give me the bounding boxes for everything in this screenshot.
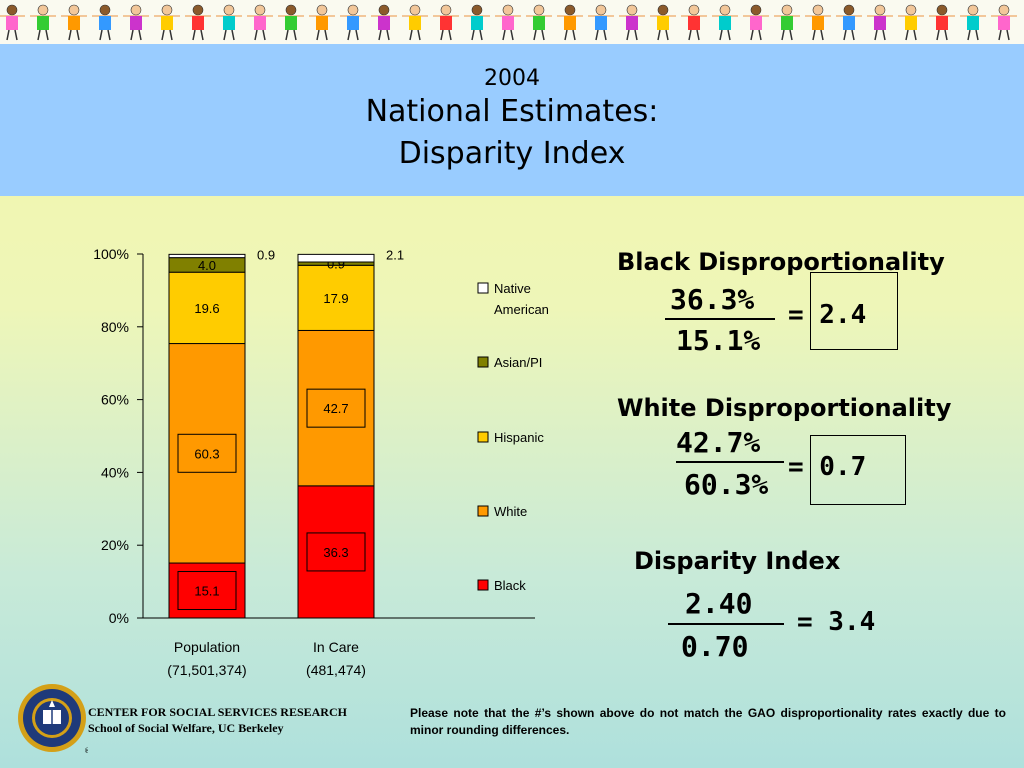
black-disp-numerator: 36.3% bbox=[670, 283, 755, 316]
data-label-box-black bbox=[177, 571, 237, 611]
data-label-white: 42.7 bbox=[323, 401, 348, 416]
category-label: In Care bbox=[313, 639, 359, 655]
white-disp-title: White Disproportionality bbox=[617, 394, 952, 422]
legend-label-black: Black bbox=[494, 578, 526, 593]
title-main: National Estimates: bbox=[365, 94, 659, 129]
org-school: School of Social Welfare, UC Berkeley bbox=[88, 721, 284, 735]
disparity-index-denominator: 0.70 bbox=[681, 630, 749, 663]
data-label-hispanic: 17.9 bbox=[323, 291, 348, 306]
y-tick-label: 40% bbox=[101, 464, 129, 480]
title-year: 2004 bbox=[484, 66, 540, 91]
white-disp-result-box bbox=[810, 435, 906, 505]
bar-segment-hispanic bbox=[297, 264, 375, 331]
white-disp-numerator: 42.7% bbox=[676, 426, 761, 459]
legend-label-native-american: Native bbox=[494, 281, 531, 296]
data-label-box-white bbox=[306, 388, 366, 428]
legend-swatch-black bbox=[477, 579, 489, 591]
children-banner bbox=[0, 0, 1024, 44]
disparity-index-result: = 3.4 bbox=[797, 607, 876, 637]
y-tick-label: 80% bbox=[101, 319, 129, 335]
data-label-native-american: 2.1 bbox=[386, 247, 404, 262]
y-tick-label: 100% bbox=[93, 246, 129, 262]
legend-label-asian-pi: Asian/PI bbox=[494, 355, 542, 370]
black-disp-result-box bbox=[810, 272, 898, 350]
y-tick-label: 60% bbox=[101, 392, 129, 408]
black-disp-result: = 2.4 bbox=[788, 300, 867, 330]
data-label-hispanic: 19.6 bbox=[194, 301, 219, 316]
org-name: CENTER FOR SOCIAL SERVICES RESEARCH bbox=[88, 705, 347, 719]
disparity-index-title: Disparity Index bbox=[634, 547, 841, 575]
bar-segment-native-american bbox=[297, 253, 375, 263]
category-sublabel: (71,501,374) bbox=[167, 662, 246, 678]
title-sub: Disparity Index bbox=[398, 136, 626, 171]
white-disp-fraction-bar bbox=[676, 461, 784, 463]
legend-label-hispanic: Hispanic bbox=[494, 430, 544, 445]
category-sublabel: (481,474) bbox=[306, 662, 366, 678]
white-disp-denominator: 60.3% bbox=[684, 468, 769, 501]
data-label-box-black bbox=[306, 532, 366, 572]
data-label-black: 36.3 bbox=[323, 545, 348, 560]
black-disp-title: Black Disproportionality bbox=[617, 248, 945, 276]
data-label-white: 60.3 bbox=[194, 446, 219, 461]
data-label-box-white bbox=[177, 433, 237, 473]
disparity-index-fraction-bar bbox=[668, 623, 784, 625]
disparity-index-numerator: 2.40 bbox=[685, 587, 753, 620]
bar-segment-black bbox=[297, 485, 375, 619]
legend-swatch-native-american bbox=[477, 282, 489, 294]
black-disp-denominator: 15.1% bbox=[676, 324, 761, 357]
data-label-native-american: 0.9 bbox=[257, 247, 275, 262]
svg-text:®: ® bbox=[84, 747, 88, 754]
y-tick-label: 20% bbox=[101, 537, 129, 553]
bar-segment-native-american bbox=[168, 253, 246, 259]
category-label: Population bbox=[174, 639, 240, 655]
legend-label-native-american: American bbox=[494, 302, 549, 317]
uc-seal-logo: ® bbox=[18, 684, 88, 754]
data-label-black: 15.1 bbox=[194, 584, 219, 599]
rounding-note: Please note that the #’s shown above do … bbox=[410, 706, 1006, 737]
legend-swatch-asian-pi bbox=[477, 356, 489, 368]
title-band: 2004 National Estimates: Disparity Index bbox=[0, 44, 1024, 196]
children-figures-icon bbox=[0, 4, 1017, 41]
data-label-asian-pi: 4.0 bbox=[198, 258, 216, 273]
y-tick-label: 0% bbox=[109, 610, 129, 626]
legend-swatch-hispanic bbox=[477, 431, 489, 443]
legend-label-white: White bbox=[494, 504, 527, 519]
stacked-bar-chart: 0% 20% 40% 60% 80% 100% 15.1 60.3 19.6 4.0 0.9 Popu… bbox=[93, 246, 549, 678]
bar-segment-white bbox=[297, 329, 375, 487]
white-disp-result: = 0.7 bbox=[788, 452, 867, 482]
black-disp-fraction-bar bbox=[665, 318, 775, 320]
legend-swatch-white bbox=[477, 505, 489, 517]
